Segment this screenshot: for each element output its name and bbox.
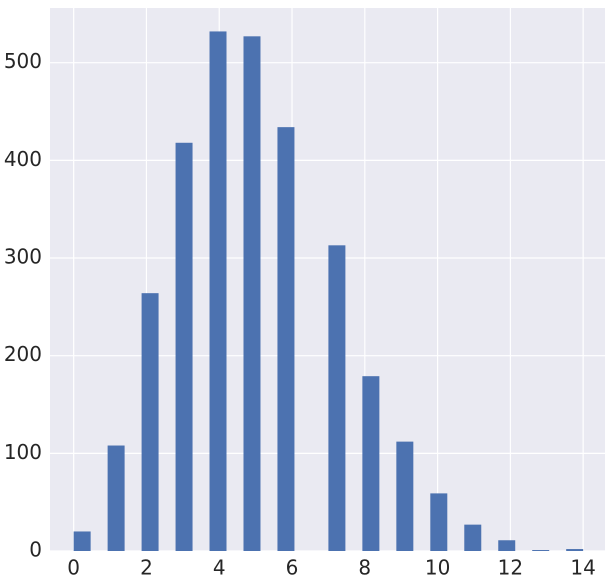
x-tick-label: 8 [358,556,371,580]
bar [362,376,380,551]
x-tick-label: 10 [425,556,450,580]
plot-area [50,8,605,551]
bar [566,549,584,551]
bar [532,550,550,551]
x-tick-label: 12 [498,556,523,580]
bar [141,293,159,551]
bar [243,36,261,551]
y-tick-label: 200 [4,342,42,366]
y-tick-label: 400 [4,147,42,171]
bar [464,524,482,551]
bar [328,245,346,551]
bar [277,127,295,551]
x-tick-label: 6 [286,556,299,580]
y-tick-label: 0 [29,538,42,562]
bar [107,445,125,551]
y-tick-label: 500 [4,49,42,73]
bar [209,31,227,552]
x-tick-label: 2 [140,556,153,580]
bar [396,441,414,551]
x-tick-label: 0 [67,556,80,580]
bar [430,493,448,551]
y-tick-label: 300 [4,245,42,269]
bar [175,142,193,551]
x-tick-label: 14 [570,556,595,580]
x-tick-label: 4 [213,556,226,580]
bar [498,540,516,551]
y-tick-label: 100 [4,440,42,464]
bar [73,531,91,551]
